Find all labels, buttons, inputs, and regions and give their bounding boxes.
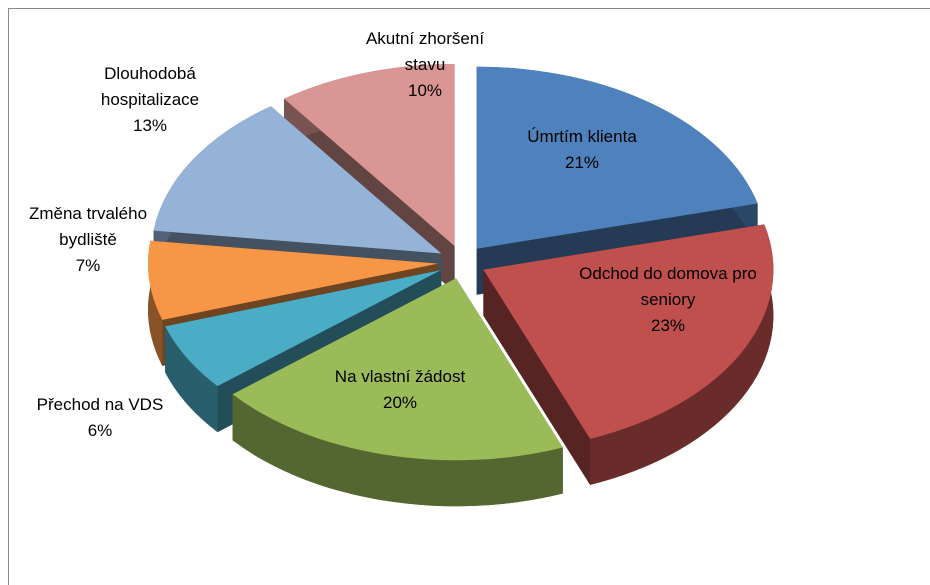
- pie-slice: [483, 224, 774, 485]
- value-label: 23%: [650, 316, 686, 335]
- slice-top: [483, 224, 774, 439]
- category-label: Na vlastní žádost: [334, 367, 466, 386]
- category-label: Změna trvalého bydliště: [28, 204, 148, 249]
- slice-wall: [483, 269, 591, 485]
- slice-top: [232, 278, 563, 461]
- slice-side: [590, 224, 774, 485]
- value-label: 10%: [407, 81, 443, 100]
- slice-label: Úmrtím klienta 21%: [492, 124, 672, 176]
- slice-side: [148, 240, 163, 366]
- slice-label: Dlouhodobá hospitalizace 13%: [70, 61, 230, 139]
- slice-top: [165, 270, 441, 387]
- slice-label: Přechod na VDS 6%: [10, 392, 190, 444]
- category-label: Odchod do domova pro seniory: [579, 264, 757, 309]
- value-label: 6%: [87, 421, 113, 440]
- slice-label: Změna trvalého bydliště 7%: [13, 201, 163, 279]
- slice-top: [148, 240, 439, 320]
- value-label: 20%: [382, 393, 418, 412]
- slice-top: [284, 64, 455, 247]
- category-label: Úmrtím klienta: [527, 127, 637, 146]
- category-label: Přechod na VDS: [36, 395, 164, 414]
- slice-label: Odchod do domova pro seniory 23%: [578, 261, 758, 339]
- slice-top: [153, 106, 442, 254]
- slice-label: Na vlastní žádost 20%: [310, 364, 490, 416]
- category-label: Dlouhodobá hospitalizace: [100, 64, 200, 109]
- value-label: 13%: [132, 116, 168, 135]
- slice-label: Akutní zhoršení stavu 10%: [350, 26, 500, 104]
- value-label: 21%: [564, 153, 600, 172]
- slice-top: [476, 66, 758, 249]
- slice-side: [165, 326, 218, 433]
- slice-side: [232, 394, 563, 507]
- value-label: 7%: [75, 256, 101, 275]
- pie-slice: [232, 278, 563, 507]
- category-label: Akutní zhoršení stavu: [365, 29, 485, 74]
